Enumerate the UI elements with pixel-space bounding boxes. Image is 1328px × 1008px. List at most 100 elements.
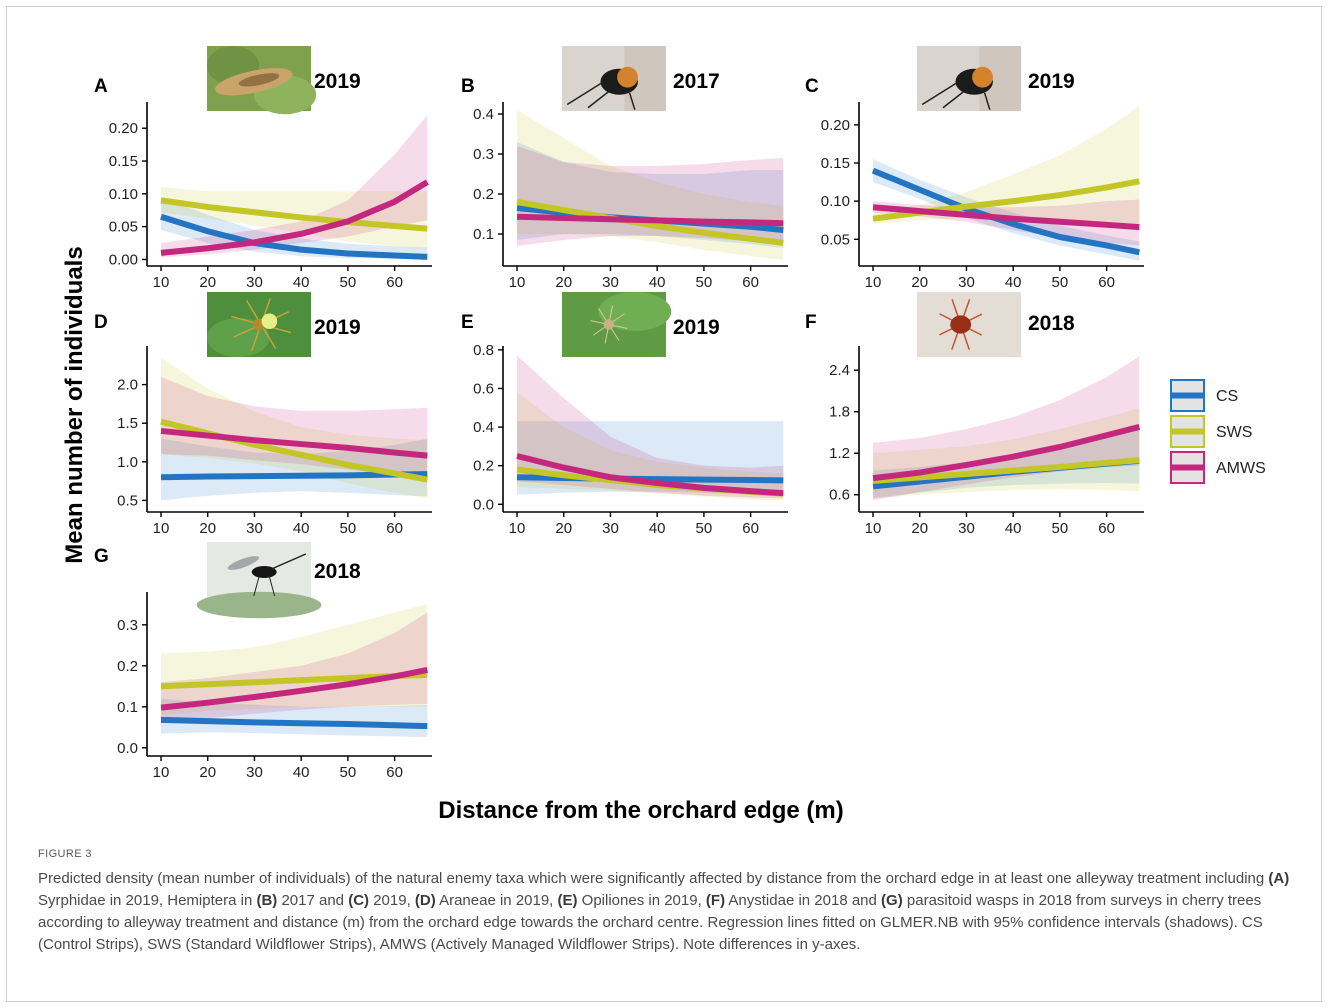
x-tick-label: 60: [386, 520, 403, 537]
spider-photo: [207, 292, 311, 357]
panel-plot-g: [160, 604, 428, 738]
y-tick-label: 0.10: [821, 193, 850, 210]
y-tick-label: 2.0: [117, 377, 138, 394]
caption-panel-ref: (G): [881, 892, 903, 909]
y-tick-label: 0.3: [473, 146, 494, 163]
y-tick-label: 1.0: [117, 454, 138, 471]
x-tick-label: 40: [293, 764, 310, 781]
x-tick-label: 50: [696, 520, 713, 537]
legend-label: SWS: [1216, 424, 1252, 441]
panel-f: F 2018 10 20 30 40 50 60 0.6 1.2 1.8 2.4: [805, 292, 1144, 537]
caption-segment: Araneae in 2019,: [435, 892, 558, 909]
panel-e: E 2019 10 20 30 40 50 60 0.0 0.2 0.4 0.6 0.8: [461, 292, 788, 537]
y-tick-label: 0.1: [117, 699, 138, 716]
panels-group: A 2019 10 20 30 40 50 60 0.00 0.05 0.10 0.15 0.20 B 20…: [94, 46, 1144, 781]
x-tick-label: 10: [509, 520, 526, 537]
panel-plot-d: [160, 357, 428, 501]
panel-letter: E: [461, 312, 474, 333]
caption-segment: Opiliones in 2019,: [577, 892, 706, 909]
y-tick-label: 0.2: [117, 658, 138, 675]
harvestman-photo: [562, 292, 672, 357]
ci-ribbon-sws: [161, 357, 428, 499]
x-tick-label: 20: [199, 520, 216, 537]
panel-b: B 2017 10 20 30 40 50 60 0.1 0.2 0.3 0.4: [461, 46, 788, 291]
series-line-amws: [160, 666, 428, 711]
caption-panel-ref: (F): [705, 892, 726, 909]
x-tick-label: 40: [649, 274, 666, 291]
caption-text: Predicted density (mean number of indivi…: [38, 868, 1298, 956]
caption-panel-ref: (E): [557, 892, 578, 909]
anystid-mite-photo: [917, 292, 1021, 357]
x-tick-label: 30: [958, 520, 975, 537]
x-tick-label: 20: [199, 764, 216, 781]
panel-plot-f: [872, 356, 1141, 501]
x-tick-label: 40: [293, 520, 310, 537]
panel-plot-c: [871, 105, 1140, 261]
legend-label: AMWS: [1216, 460, 1266, 477]
y-tick-label: 0.10: [109, 186, 138, 203]
x-tick-label: 50: [696, 274, 713, 291]
legend-item-amws: AMWS: [1170, 451, 1266, 484]
ci-ribbon-amws: [161, 612, 428, 724]
y-tick-label: 0.20: [821, 117, 850, 134]
ci-ribbon-amws: [517, 355, 784, 499]
x-tick-label: 10: [509, 274, 526, 291]
x-tick-label: 60: [742, 274, 759, 291]
caption-segment: Syrphidae in 2019, Hemiptera in: [38, 892, 257, 909]
x-tick-label: 60: [1098, 520, 1115, 537]
panel-c: C 2019 10 20 30 40 50 60 0.05 0.10 0.15 0.20: [805, 46, 1144, 291]
caption-segment: Predicted density (mean number of indivi…: [38, 870, 1269, 887]
panel-g: G 2018 10 20 30 40 50 60 0.0 0.1 0.2 0.3: [94, 542, 432, 781]
series-line-sws: [872, 457, 1140, 484]
x-tick-label: 60: [386, 274, 403, 291]
x-tick-label: 20: [911, 274, 928, 291]
x-axis-label: Distance from the orchard edge (m): [438, 797, 843, 824]
y-tick-label: 0.1: [473, 226, 494, 243]
caption-segment: 2017 and: [277, 892, 349, 909]
x-tick-label: 20: [555, 520, 572, 537]
x-tick-label: 30: [602, 520, 619, 537]
y-tick-label: 0.3: [117, 617, 138, 634]
y-tick-label: 0.8: [473, 342, 494, 359]
y-tick-label: 0.05: [821, 231, 850, 248]
x-tick-label: 20: [555, 274, 572, 291]
y-tick-label: 0.6: [829, 487, 850, 504]
y-tick-label: 1.2: [829, 445, 850, 462]
series-line-cs: [160, 213, 428, 260]
ci-ribbon-cs: [161, 438, 428, 501]
panel-letter: C: [805, 76, 819, 97]
panel-year: 2019: [673, 316, 720, 339]
y-tick-label: 0.0: [117, 740, 138, 757]
figure-caption: FIGURE 3 Predicted density (mean number …: [38, 848, 1298, 956]
y-tick-label: 0.15: [821, 155, 850, 172]
y-tick-label: 0.15: [109, 153, 138, 170]
x-tick-label: 40: [649, 520, 666, 537]
x-tick-label: 60: [742, 520, 759, 537]
y-tick-label: 0.2: [473, 458, 494, 475]
x-tick-label: 30: [246, 520, 263, 537]
x-tick-label: 10: [153, 520, 170, 537]
y-tick-label: 0.5: [117, 492, 138, 509]
figure-label: FIGURE 3: [38, 848, 92, 860]
y-tick-label: 2.4: [829, 362, 850, 379]
x-tick-label: 20: [911, 520, 928, 537]
panel-year: 2019: [314, 316, 361, 339]
legend: CS SWS AMWS: [1170, 379, 1266, 484]
x-tick-label: 10: [865, 274, 882, 291]
panel-year: 2019: [1028, 70, 1075, 93]
ci-ribbon-cs: [161, 698, 428, 738]
x-tick-label: 10: [153, 764, 170, 781]
x-tick-label: 10: [865, 520, 882, 537]
parasitoid-wasp-photo: [196, 542, 322, 619]
x-tick-label: 20: [199, 274, 216, 291]
caption-panel-ref: (B): [256, 892, 278, 909]
caption-segment: parasitoid wasps in 2018 from surveys in…: [38, 892, 1263, 953]
panel-letter: F: [805, 312, 817, 333]
y-tick-label: 0.4: [473, 106, 494, 123]
ci-ribbon-sws: [161, 604, 428, 715]
figure-frame: [6, 6, 1322, 1002]
hemiptera-bug-photo: [562, 46, 666, 111]
hemiptera-bug-photo: [917, 46, 1021, 111]
x-tick-label: 30: [246, 764, 263, 781]
y-tick-label: 1.5: [117, 415, 138, 432]
